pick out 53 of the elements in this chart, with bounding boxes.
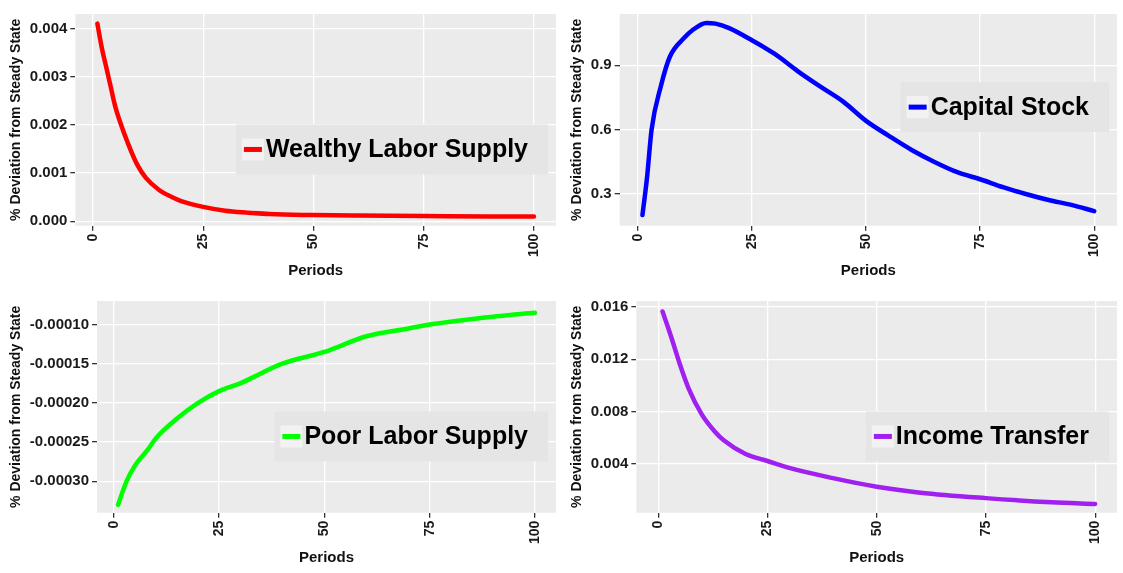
x-tick-label: 100	[524, 233, 541, 257]
y-tick-label: 0.004	[590, 453, 629, 471]
x-tick-label: 50	[867, 520, 884, 537]
x-tick-label: 25	[758, 520, 775, 537]
y-axis-title: % Deviation from Steady State	[7, 305, 24, 508]
y-axis-title: % Deviation from Steady State	[568, 305, 585, 508]
x-tick-label: 100	[1085, 233, 1102, 257]
y-tick-label: -0.00015	[29, 353, 90, 371]
x-axis-title: Periods	[849, 548, 905, 566]
y-tick-label: 0.004	[29, 18, 68, 36]
x-tick-label: 75	[976, 520, 993, 537]
legend-label: Capital Stock	[930, 92, 1090, 121]
x-tick-label: 50	[315, 520, 332, 537]
y-tick-label: -0.00030	[29, 471, 90, 489]
x-tick-label: 25	[209, 520, 226, 537]
y-tick-label: -0.00020	[29, 393, 90, 411]
y-tick-label: 0.016	[590, 297, 629, 315]
x-axis-title: Periods	[298, 548, 355, 566]
y-tick-label: 0.000	[29, 211, 68, 229]
y-tick-label: 0.002	[29, 115, 68, 133]
y-tick-label: 0.6	[590, 119, 612, 137]
y-tick-label: 0.003	[29, 66, 68, 84]
y-axis-title: % Deviation from Steady State	[7, 18, 24, 221]
legend-label: Income Transfer	[895, 421, 1090, 450]
line-series	[640, 20, 1097, 218]
y-tick-label: -0.00025	[29, 432, 90, 450]
x-tick-label: 0	[628, 233, 645, 242]
x-axis-title: Periods	[840, 261, 896, 279]
x-tick-label: 75	[970, 233, 987, 250]
y-tick-label: -0.00010	[29, 314, 90, 332]
x-tick-label: 50	[856, 233, 873, 250]
x-tick-label: 75	[414, 233, 431, 250]
legend-label: Wealthy Labor Supply	[265, 134, 529, 163]
y-tick-label: 0.008	[590, 401, 629, 419]
line-series	[95, 21, 537, 219]
x-tick-label: 75	[420, 520, 437, 537]
x-tick-label: 50	[304, 233, 321, 250]
x-tick-label: 100	[525, 520, 542, 544]
y-tick-label: 0.001	[29, 163, 68, 181]
x-axis-title: Periods	[288, 261, 344, 279]
y-tick-label: 0.012	[590, 349, 629, 367]
x-tick-label: 25	[194, 233, 211, 250]
x-tick-label: 100	[1086, 520, 1103, 544]
x-tick-label: 0	[649, 520, 666, 529]
legend-label: Poor Labor Supply	[304, 421, 529, 450]
x-tick-label: 0	[83, 233, 100, 242]
x-tick-label: 25	[742, 233, 759, 250]
y-axis-title: % Deviation from Steady State	[568, 18, 585, 221]
line-series	[660, 309, 1098, 507]
line-series	[115, 310, 538, 508]
y-tick-label: 0.3	[590, 183, 612, 201]
y-tick-label: 0.9	[590, 55, 612, 73]
x-tick-label: 0	[104, 520, 121, 529]
